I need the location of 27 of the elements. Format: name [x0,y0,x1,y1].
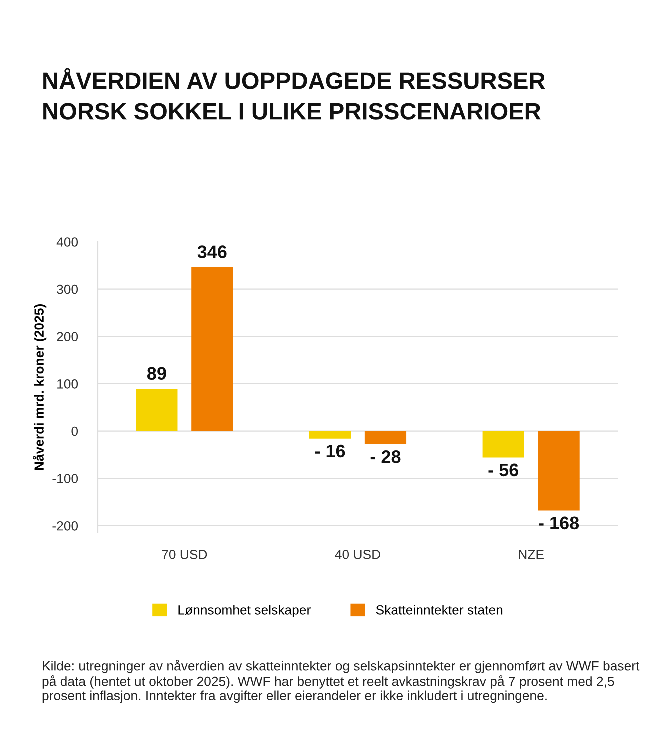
legend-label: Lønnsomhet selskaper [178,605,311,618]
y-axis-title: Nåverdi mrd. kroner (2025) [33,304,47,470]
y-tick-label: 100 [58,380,78,389]
x-tick-label: 70 USD [162,550,208,560]
y-tick-label: 400 [56,238,78,247]
data-label: 346 [198,246,227,258]
data-label: - 16 [315,444,346,458]
x-tick-label: NZE [519,550,544,560]
legend-label: Skatteinntekter staten [376,605,503,615]
y-tick-label: 300 [57,284,78,294]
y-tick-label: -100 [52,474,78,484]
y-tick-label: -200 [52,521,78,531]
data-label: - 56 [488,464,519,477]
data-label: 89 [147,367,166,380]
data-label: - 28 [370,450,401,464]
text: Kilde: utregninger av nåverdien av skatteinntekter og selskapsinntekter er gjennomført av WWF basert på data (hentet ut oktober 2025). WWF har benyttet et reelt avkastningskrav på 7 prosent med 2,5 prosent inflasjon. Inntekter fra avgifter eller eierandeler er ikke inkludert i utregningene. [42,660,640,704]
bar [192,268,234,432]
data-label: - 168 [539,516,580,530]
y-tick-label: 200 [57,332,78,342]
bar [309,431,352,439]
chart-title: NÅVERDIEN AV UOPPDAGEDE RESSURSER NORSK SOKKEL I ULIKE PRISSCENARIOER [44,68,546,120]
bar [482,431,524,458]
x-tick-label: 40 USD [335,550,380,560]
bar [538,431,580,511]
y-tick-label: 0 [72,426,78,436]
bar [364,431,407,445]
bar [136,389,178,432]
